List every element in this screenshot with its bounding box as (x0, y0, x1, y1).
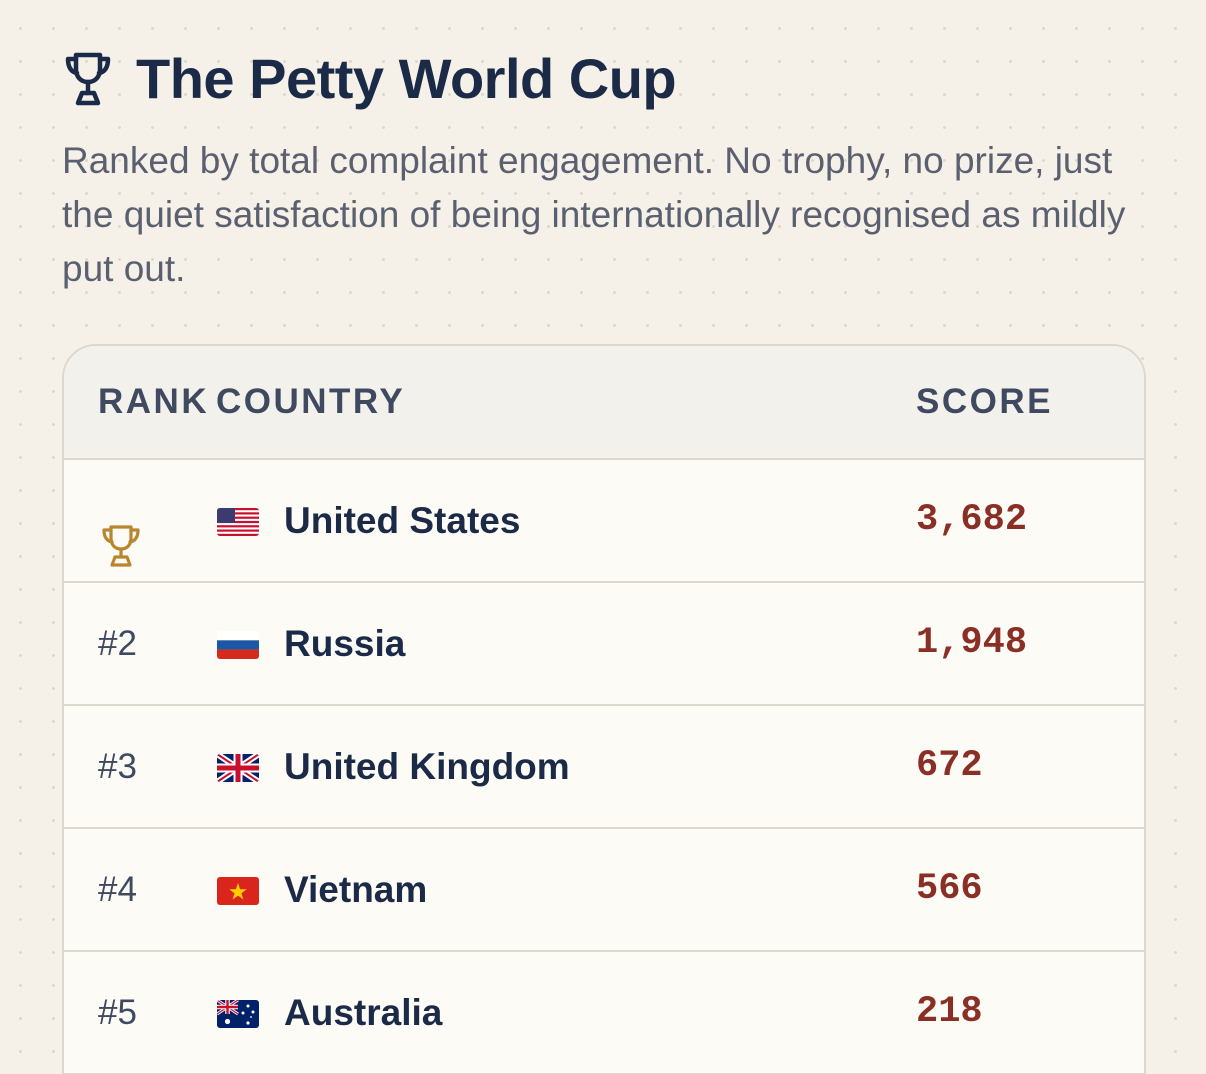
page-subtitle: Ranked by total complaint engagement. No… (62, 140, 1126, 289)
country-name: Vietnam (284, 869, 428, 910)
table-row[interactable]: #2 Russia 1,948 (64, 583, 1144, 706)
country-name: Australia (284, 992, 443, 1033)
rank-label: #3 (98, 747, 137, 786)
trophy-icon (100, 496, 142, 567)
page-header: The Petty World Cup Ranked by total comp… (62, 44, 1152, 296)
score-value: 3,682 (916, 499, 1028, 541)
score-value: 672 (916, 745, 983, 787)
rank-label: #5 (98, 993, 137, 1032)
table-row[interactable]: United States 3,682 (64, 460, 1144, 583)
title-row: The Petty World Cup (62, 44, 1152, 114)
vietnam-flag-icon (217, 877, 259, 905)
table-header: RANK COUNTRY SCORE (64, 346, 1144, 460)
us-flag-icon (217, 508, 259, 536)
score-value: 566 (916, 868, 983, 910)
country-name: Russia (284, 623, 406, 664)
score-value: 218 (916, 991, 983, 1033)
column-header-country[interactable]: COUNTRY (216, 382, 406, 421)
column-header-score[interactable]: SCORE (916, 382, 1053, 421)
rank-label: #4 (98, 870, 137, 909)
leaderboard-table: RANK COUNTRY SCORE (62, 344, 1146, 1074)
russia-flag-icon (217, 631, 259, 659)
table-row[interactable]: #4 Vietnam 566 (64, 829, 1144, 952)
trophy-icon (62, 49, 114, 109)
score-value: 1,948 (916, 622, 1028, 664)
country-name: United Kingdom (284, 746, 570, 787)
uk-flag-icon (217, 754, 259, 782)
page-title: The Petty World Cup (136, 47, 677, 110)
australia-flag-icon (217, 1000, 259, 1028)
rank-label: #2 (98, 624, 137, 663)
table-row[interactable]: #3 United Kingdom 672 (64, 706, 1144, 829)
column-header-rank[interactable]: RANK (98, 382, 210, 421)
table-row[interactable]: #5 Australia 218 (64, 952, 1144, 1074)
country-name: United States (284, 500, 521, 541)
